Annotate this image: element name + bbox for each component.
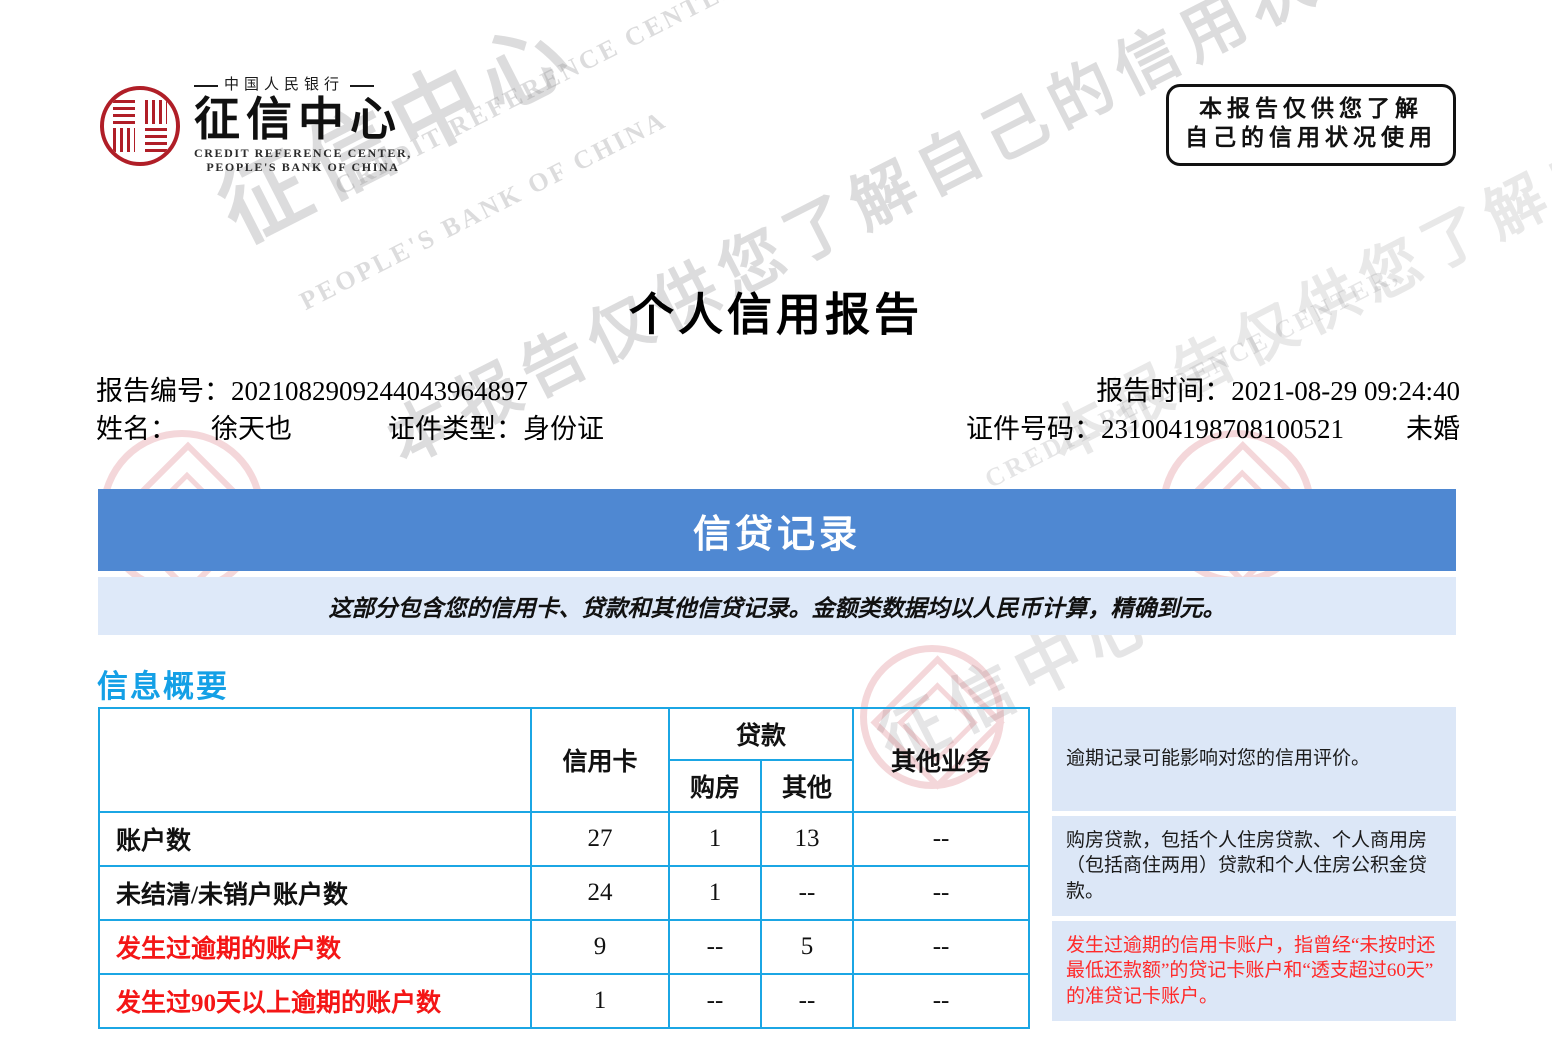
crc-seal-icon [100,85,180,166]
cell-overdue-other-business: -- [852,919,1031,975]
cell-unsettled-credit-card: 24 [530,865,670,921]
usage-notice-stamp: 本报告仅供您了解 自己的信用状况使用 [1166,84,1456,166]
side-note-mortgage-definition: 购房贷款，包括个人住房贷款、个人商用房（包括商住两用）贷款和个人住房公积金贷款。 [1052,816,1456,916]
meta-row-first: 报告编号： 2021082909244043964897 报告时间： 2021-… [96,372,1460,410]
cell-unsettled-loan-other: -- [759,865,855,921]
report-time-label: 报告时间： [1096,376,1232,406]
cell-overdue-loan-house: -- [668,919,762,975]
brand-main-name: 征信中心 [194,94,402,145]
marital-status-value: 未婚 [1406,414,1460,445]
summary-table-body: 账户数 27 1 13 -- 未结清/未销户账户数 24 1 -- -- 发生过… [98,811,1031,1029]
cell-overdue-90-credit-card: 1 [530,973,670,1029]
side-notes-panel: 逾期记录可能影响对您的信用评价。 购房贷款，包括个人住房贷款、个人商用房（包括商… [1052,707,1456,1021]
cell-overdue-credit-card: 9 [530,919,670,975]
table-row: 发生过逾期的账户数 9 -- 5 -- [98,919,1031,975]
summary-header-credit-card: 信用卡 [530,707,670,813]
summary-header-loan-other: 其他 [759,759,855,813]
row-label-overdue-90-days: 发生过90天以上逾期的账户数 [98,973,532,1029]
identity-group: 姓名： 徐天也 证件类型： 身份证 [96,410,604,448]
summary-header-corner [98,707,532,813]
summary-header-row-2: 购房 其他 [99,759,1029,813]
usage-notice-line1: 本报告仅供您了解 [1199,96,1423,121]
cell-unsettled-other-business: -- [852,865,1031,921]
name-label: 姓名： [96,414,177,445]
cell-account-count-loan-house: 1 [668,811,762,867]
cell-account-count-credit-card: 27 [530,811,670,867]
pboc-crc-logo: 中国人民银行 征信中心 CREDIT REFERENCE CENTER, PEO… [100,78,412,173]
id-number-label: 证件号码： [966,414,1101,445]
meta-row-second: 姓名： 徐天也 证件类型： 身份证 证件号码： 2310041987081005… [96,410,1460,448]
section-description: 这部分包含您的信用卡、贷款和其他信贷记录。金额类数据均以人民币计算，精确到元。 [98,577,1456,635]
row-label-overdue-accounts: 发生过逾期的账户数 [98,919,532,975]
summary-header-loan: 贷款 [667,707,855,761]
id-type-label: 证件类型： [388,414,523,445]
report-header: 中国人民银行 征信中心 CREDIT REFERENCE CENTER, PEO… [0,0,1552,190]
report-number-value: 2021082909244043964897 [231,376,528,406]
row-label-unsettled-accounts: 未结清/未销户账户数 [98,865,532,921]
side-note-overdue-card-definition: 发生过逾期的信用卡账户，指曾经“未按时还最低还款额”的贷记卡账户和“透支超过60… [1052,921,1456,1021]
report-number-group: 报告编号： 2021082909244043964897 [96,372,528,410]
sub-heading-summary: 信息概要 [97,669,229,704]
cell-unsettled-loan-house: 1 [668,865,762,921]
cell-overdue-90-other-business: -- [852,973,1031,1029]
summary-table-head: 信用卡 贷款 其他业务 购房 其他 [98,707,1031,813]
cell-overdue-90-loan-house: -- [668,973,762,1029]
brand-text-block: 中国人民银行 征信中心 CREDIT REFERENCE CENTER, PEO… [194,78,412,173]
side-note-overdue-impact: 逾期记录可能影响对您的信用评价。 [1052,707,1456,811]
brand-bank-name: 中国人民银行 [224,77,345,93]
usage-notice-line2: 自己的信用状况使用 [1185,124,1437,150]
name-value: 徐天也 [211,414,292,445]
cell-account-count-other-business: -- [852,811,1031,867]
table-row: 发生过90天以上逾期的账户数 1 -- -- -- [98,973,1031,1029]
report-number-label: 报告编号： [96,376,231,406]
id-number-value: 231004198708100521 [1101,414,1344,445]
brand-bank-line: 中国人民银行 [194,78,412,93]
table-row: 账户数 27 1 13 -- [98,811,1031,867]
report-time-value: 2021-08-29 09:24:40 [1231,376,1460,406]
cell-overdue-loan-other: 5 [759,919,855,975]
table-row: 未结清/未销户账户数 24 1 -- -- [98,865,1031,921]
summary-header-other-business: 其他业务 [852,707,1031,813]
cell-overdue-90-loan-other: -- [759,973,855,1029]
id-type-value: 身份证 [523,414,604,445]
report-meta: 报告编号： 2021082909244043964897 报告时间： 2021-… [96,372,1460,449]
cell-account-count-loan-other: 13 [759,811,855,867]
id-number-group: 证件号码： 231004198708100521 未婚 [966,410,1460,448]
report-time-group: 报告时间： 2021-08-29 09:24:40 [1096,372,1460,410]
summary-header-loan-house: 购房 [668,759,762,813]
summary-header-row-1: 信用卡 贷款 其他业务 [98,707,1031,813]
section-banner-credit-records: 信贷记录 [98,489,1456,571]
summary-table: 信用卡 贷款 其他业务 购房 其他 账户数 27 1 13 -- 未结清/未销户… [98,707,1031,1029]
page-title: 个人信用报告 [628,290,923,340]
row-label-account-count: 账户数 [98,811,532,867]
brand-en-line1: CREDIT REFERENCE CENTER, [194,146,412,160]
brand-en-line2: PEOPLE'S BANK OF CHINA [206,160,400,174]
